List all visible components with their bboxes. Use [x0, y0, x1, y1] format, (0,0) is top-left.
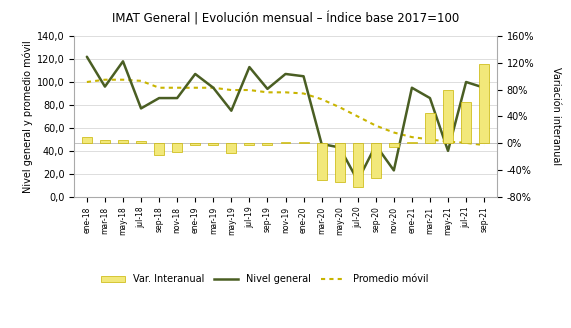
Bar — [118, 140, 128, 143]
Bar — [461, 102, 471, 143]
Bar — [353, 143, 363, 187]
Bar — [479, 64, 489, 143]
Bar — [280, 142, 291, 143]
Bar — [317, 143, 327, 180]
Bar — [443, 90, 453, 143]
Bar — [244, 143, 254, 145]
Y-axis label: Nivel general y promedio móvil: Nivel general y promedio móvil — [22, 40, 33, 193]
Bar — [371, 143, 381, 178]
Bar — [136, 141, 146, 143]
Bar — [263, 143, 272, 145]
Legend: Var. Interanual, Nivel general, Promedio móvil: Var. Interanual, Nivel general, Promedio… — [96, 271, 432, 288]
Bar — [407, 142, 417, 143]
Bar — [335, 143, 345, 182]
Bar — [389, 143, 399, 147]
Text: IMAT General | Evolución mensual – Índice base 2017=100: IMAT General | Evolución mensual – Índic… — [112, 11, 459, 26]
Bar — [425, 113, 435, 143]
Bar — [190, 143, 200, 145]
Bar — [82, 136, 92, 143]
Bar — [154, 143, 164, 155]
Bar — [226, 143, 236, 153]
Bar — [100, 140, 110, 143]
Bar — [208, 143, 218, 145]
Y-axis label: Variación interanual: Variación interanual — [551, 67, 561, 166]
Bar — [299, 142, 308, 143]
Bar — [172, 143, 182, 152]
